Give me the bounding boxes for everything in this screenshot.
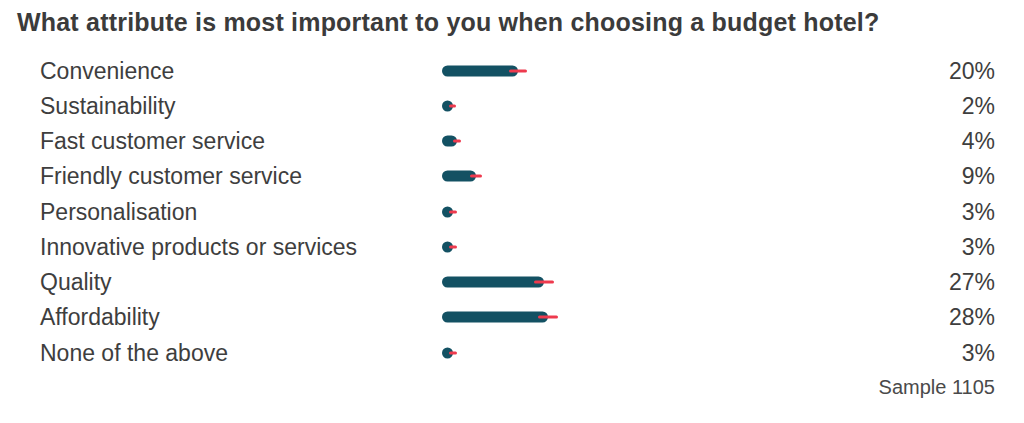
row-label: None of the above bbox=[40, 339, 228, 366]
row-value: 2% bbox=[962, 92, 995, 119]
chart-row: Fast customer service 4% bbox=[0, 124, 1024, 159]
error-whisker bbox=[449, 245, 457, 248]
row-label: Sustainability bbox=[40, 92, 176, 119]
error-whisker bbox=[453, 140, 461, 143]
error-whisker bbox=[449, 104, 455, 107]
error-whisker bbox=[534, 281, 554, 284]
row-value: 27% bbox=[949, 269, 995, 296]
chart-row: None of the above 3% bbox=[0, 335, 1024, 370]
chart-row: Sustainability 2% bbox=[0, 88, 1024, 123]
row-label: Friendly customer service bbox=[40, 163, 302, 190]
row-label: Affordability bbox=[40, 304, 160, 331]
chart-rows: Convenience 20% Sustainability 2% Fast custo… bbox=[0, 53, 1024, 370]
chart-row: Friendly customer service 9% bbox=[0, 159, 1024, 194]
chart-row: Innovative products or services 3% bbox=[0, 229, 1024, 264]
row-label: Convenience bbox=[40, 57, 174, 84]
row-value: 9% bbox=[962, 163, 995, 190]
row-value: 4% bbox=[962, 128, 995, 155]
row-label: Fast customer service bbox=[40, 128, 265, 155]
row-label: Innovative products or services bbox=[40, 233, 357, 260]
chart-row: Convenience 20% bbox=[0, 53, 1024, 88]
survey-bar-chart: What attribute is most important to you … bbox=[0, 0, 1024, 423]
row-value: 28% bbox=[949, 304, 995, 331]
row-value: 20% bbox=[949, 57, 995, 84]
row-value: 3% bbox=[962, 198, 995, 225]
row-label: Quality bbox=[40, 269, 112, 296]
row-label: Personalisation bbox=[40, 198, 197, 225]
chart-title: What attribute is most important to you … bbox=[17, 8, 879, 37]
row-value: 3% bbox=[962, 339, 995, 366]
bar bbox=[442, 312, 548, 323]
error-whisker bbox=[470, 175, 482, 178]
chart-row: Personalisation 3% bbox=[0, 194, 1024, 229]
error-whisker bbox=[449, 351, 457, 354]
bar bbox=[442, 277, 544, 288]
error-whisker bbox=[449, 210, 457, 213]
row-value: 3% bbox=[962, 233, 995, 260]
error-whisker bbox=[509, 69, 527, 72]
bar bbox=[442, 65, 518, 76]
sample-size-note: Sample 1105 bbox=[879, 376, 995, 399]
error-whisker bbox=[538, 316, 558, 319]
chart-row: Quality 27% bbox=[0, 265, 1024, 300]
chart-row: Affordability 28% bbox=[0, 300, 1024, 335]
